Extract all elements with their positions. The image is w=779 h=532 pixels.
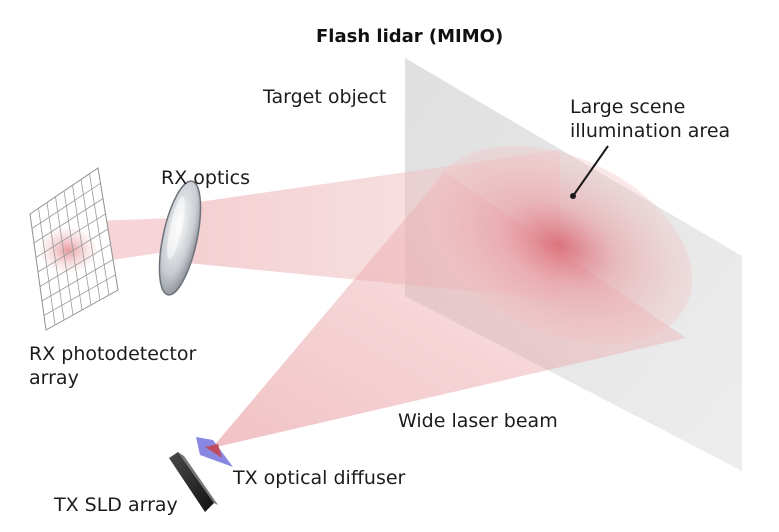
label-illumination-line1: Large scene: [570, 96, 686, 118]
wide-laser-beam: [212, 172, 686, 448]
label-tx-sld-array: TX SLD array: [54, 494, 178, 516]
label-rx-optics: RX optics: [161, 167, 251, 189]
illumination-spot: [427, 145, 693, 345]
rx-optics-lens: [158, 180, 202, 296]
label-target-object: Target object: [263, 86, 387, 108]
illumination-leader-dot: [570, 193, 576, 199]
tx-sld-array: [169, 452, 214, 512]
tx-sld-array-edge: [178, 452, 218, 505]
rx-photodetector-grid: [29, 167, 119, 331]
label-rx-array-line1: RX photodetector: [29, 343, 197, 365]
illumination-leader-line: [572, 145, 609, 197]
label-wide-laser-beam: Wide laser beam: [398, 410, 558, 432]
diffuser-glow: [205, 444, 222, 458]
label-illumination-line2: illumination area: [570, 120, 731, 142]
label-tx-optical-diffuser: TX optical diffuser: [233, 467, 406, 489]
diagram-title: Flash lidar (MIMO): [316, 26, 504, 47]
label-rx-array-line2: array: [29, 367, 79, 389]
